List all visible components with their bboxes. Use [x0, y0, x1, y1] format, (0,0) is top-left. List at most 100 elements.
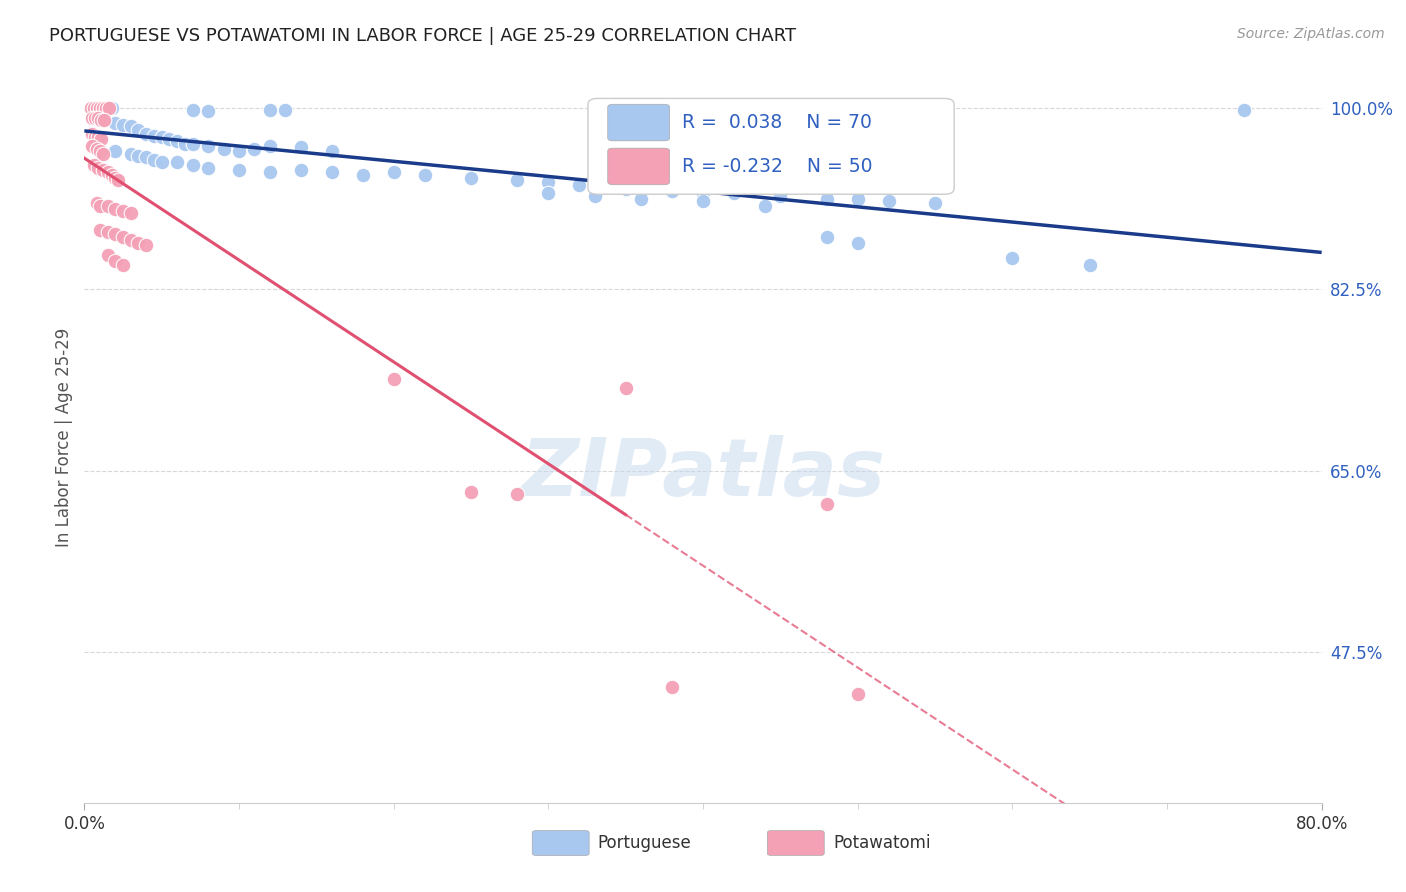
Point	[537, 186, 560, 200]
Point	[104, 227, 127, 242]
Point	[89, 145, 111, 159]
Point	[79, 101, 101, 115]
Point	[197, 139, 219, 153]
Point	[120, 147, 142, 161]
Point	[104, 254, 127, 268]
Point	[91, 162, 114, 177]
Point	[79, 101, 101, 115]
Point	[754, 199, 776, 213]
Point	[181, 136, 204, 151]
Point	[1233, 103, 1256, 117]
Point	[924, 196, 946, 211]
Point	[87, 161, 110, 175]
Point	[89, 101, 111, 115]
Point	[692, 186, 714, 200]
Point	[506, 173, 529, 187]
Point	[87, 111, 110, 125]
Point	[93, 113, 115, 128]
Point	[89, 223, 111, 237]
Point	[568, 178, 591, 193]
Point	[846, 235, 869, 250]
Point	[159, 132, 180, 146]
Point	[506, 486, 529, 500]
Point	[174, 136, 197, 151]
Point	[614, 181, 637, 195]
Point	[769, 189, 792, 203]
Point	[135, 151, 157, 165]
Point	[460, 484, 482, 499]
Point	[259, 165, 281, 179]
Point	[197, 161, 219, 175]
Point	[112, 259, 135, 273]
FancyBboxPatch shape	[607, 104, 669, 141]
Point	[127, 123, 149, 137]
Point	[112, 230, 135, 244]
FancyBboxPatch shape	[588, 98, 955, 194]
Point	[321, 165, 343, 179]
Point	[150, 154, 173, 169]
Point	[1078, 259, 1101, 273]
Text: ZIPatlas: ZIPatlas	[520, 434, 886, 513]
FancyBboxPatch shape	[768, 830, 824, 855]
Point	[96, 165, 118, 179]
Point	[228, 145, 250, 159]
Point	[413, 168, 436, 182]
Point	[112, 204, 135, 219]
Point	[98, 101, 121, 115]
Point	[352, 168, 374, 182]
Point	[91, 147, 114, 161]
Text: Source: ZipAtlas.com: Source: ZipAtlas.com	[1237, 27, 1385, 41]
Y-axis label: In Labor Force | Age 25-29: In Labor Force | Age 25-29	[55, 327, 73, 547]
Point	[259, 103, 281, 117]
Point	[661, 680, 683, 694]
Point	[723, 186, 745, 200]
Point	[846, 192, 869, 206]
Point	[583, 189, 606, 203]
Point	[82, 139, 104, 153]
Point	[107, 173, 129, 187]
Point	[143, 153, 166, 167]
Point	[96, 248, 118, 262]
Point	[83, 101, 105, 115]
Point	[290, 162, 312, 177]
Point	[815, 230, 838, 244]
Point	[274, 103, 297, 117]
Point	[127, 235, 149, 250]
Point	[181, 103, 204, 117]
Point	[94, 101, 117, 115]
Point	[846, 687, 869, 701]
Point	[228, 162, 250, 177]
Point	[96, 199, 118, 213]
Point	[815, 497, 838, 511]
Point	[120, 120, 142, 134]
Point	[91, 101, 114, 115]
Point	[143, 128, 166, 143]
FancyBboxPatch shape	[607, 148, 669, 185]
Point	[87, 129, 110, 144]
Point	[243, 142, 266, 156]
Point	[120, 206, 142, 220]
Point	[181, 158, 204, 172]
Point	[101, 101, 124, 115]
Point	[91, 101, 114, 115]
Point	[96, 225, 118, 239]
Point	[83, 101, 105, 115]
Point	[86, 101, 108, 115]
Text: Portuguese: Portuguese	[598, 834, 692, 852]
Point	[94, 101, 117, 115]
Point	[630, 192, 652, 206]
Point	[382, 372, 405, 386]
Point	[197, 103, 219, 118]
FancyBboxPatch shape	[533, 830, 589, 855]
Text: R =  0.038    N = 70: R = 0.038 N = 70	[682, 113, 872, 132]
Point	[120, 234, 142, 248]
Point	[89, 199, 111, 213]
Text: R = -0.232    N = 50: R = -0.232 N = 50	[682, 157, 873, 176]
Point	[83, 158, 105, 172]
Point	[112, 118, 135, 132]
Point	[321, 145, 343, 159]
Point	[166, 134, 188, 148]
Point	[90, 113, 112, 128]
Point	[382, 165, 405, 179]
Point	[104, 116, 127, 130]
